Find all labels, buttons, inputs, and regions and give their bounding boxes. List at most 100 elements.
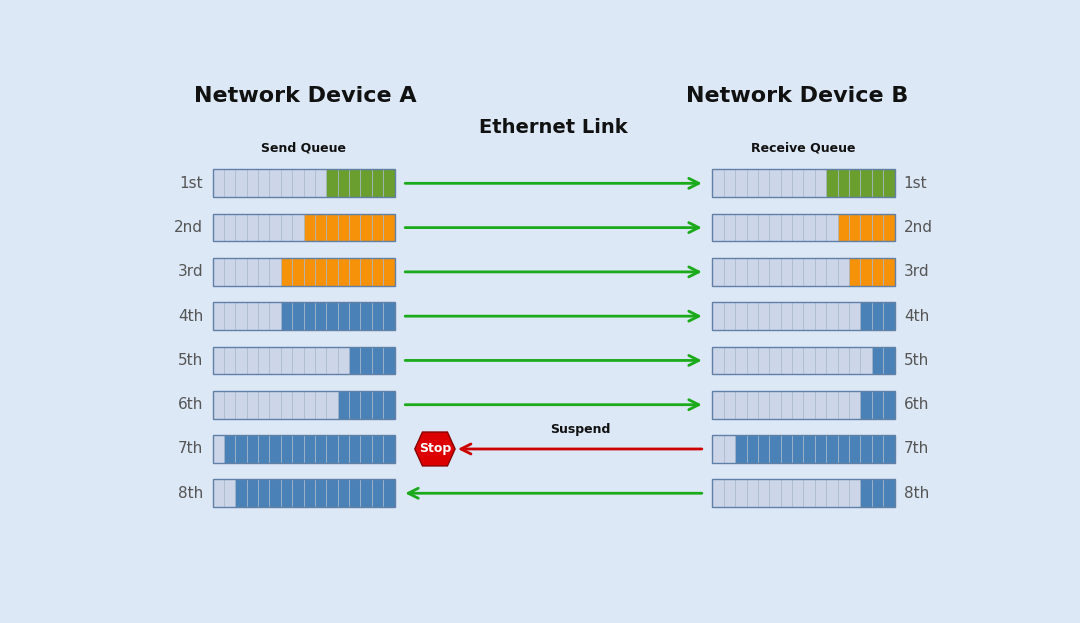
Bar (213, 479, 394, 507)
Bar (224, 346, 235, 374)
Bar (713, 169, 894, 197)
Bar (235, 479, 246, 507)
Bar (804, 479, 814, 507)
Bar (258, 479, 269, 507)
Bar (383, 346, 394, 374)
Bar (826, 391, 838, 419)
Bar (861, 391, 872, 419)
Bar (258, 391, 269, 419)
Bar (713, 479, 724, 507)
Bar (814, 435, 826, 463)
Text: 3rd: 3rd (904, 264, 930, 279)
Bar (326, 435, 338, 463)
Bar (246, 346, 258, 374)
Bar (213, 346, 224, 374)
Bar (269, 346, 281, 374)
Bar (258, 258, 269, 286)
Bar (372, 214, 383, 242)
Bar (372, 391, 383, 419)
Bar (792, 214, 804, 242)
Text: 2nd: 2nd (174, 220, 203, 235)
Bar (758, 169, 769, 197)
Text: 3rd: 3rd (177, 264, 203, 279)
Bar (246, 258, 258, 286)
Bar (361, 435, 372, 463)
Bar (883, 479, 894, 507)
Bar (769, 391, 781, 419)
Bar (713, 214, 894, 242)
Bar (303, 214, 315, 242)
Bar (315, 435, 326, 463)
Bar (861, 214, 872, 242)
Bar (293, 169, 303, 197)
Bar (735, 302, 746, 330)
Bar (814, 258, 826, 286)
Bar (338, 479, 349, 507)
Bar (713, 346, 894, 374)
Bar (804, 302, 814, 330)
Bar (746, 169, 758, 197)
Bar (213, 169, 224, 197)
Bar (814, 214, 826, 242)
Bar (758, 479, 769, 507)
Bar (383, 258, 394, 286)
Bar (293, 391, 303, 419)
Bar (713, 302, 724, 330)
Bar (383, 169, 394, 197)
Bar (735, 214, 746, 242)
Bar (326, 169, 338, 197)
Bar (724, 258, 735, 286)
Bar (724, 302, 735, 330)
Bar (224, 214, 235, 242)
Bar (315, 302, 326, 330)
Bar (861, 479, 872, 507)
Bar (781, 169, 792, 197)
Bar (293, 479, 303, 507)
Text: Ethernet Link: Ethernet Link (480, 118, 627, 136)
Bar (804, 391, 814, 419)
Bar (883, 391, 894, 419)
Bar (224, 169, 235, 197)
Bar (746, 302, 758, 330)
Bar (792, 435, 804, 463)
Bar (849, 346, 861, 374)
Bar (372, 346, 383, 374)
Bar (883, 169, 894, 197)
Bar (746, 435, 758, 463)
Bar (724, 346, 735, 374)
Polygon shape (415, 432, 455, 466)
Bar (781, 435, 792, 463)
Bar (213, 479, 224, 507)
Bar (804, 346, 814, 374)
Bar (293, 214, 303, 242)
Bar (713, 435, 894, 463)
Text: 1st: 1st (904, 176, 928, 191)
Bar (213, 258, 394, 286)
Bar (826, 258, 838, 286)
Bar (338, 169, 349, 197)
Bar (814, 346, 826, 374)
Bar (213, 169, 394, 197)
Bar (804, 214, 814, 242)
Bar (315, 258, 326, 286)
Bar (826, 435, 838, 463)
Bar (758, 302, 769, 330)
Text: Send Queue: Send Queue (261, 141, 346, 155)
Bar (361, 214, 372, 242)
Bar (303, 346, 315, 374)
Bar (293, 258, 303, 286)
Bar (746, 258, 758, 286)
Bar (814, 302, 826, 330)
Bar (349, 302, 361, 330)
Bar (213, 435, 224, 463)
Bar (269, 302, 281, 330)
Bar (746, 391, 758, 419)
Bar (383, 479, 394, 507)
Bar (361, 258, 372, 286)
Bar (735, 258, 746, 286)
Bar (293, 435, 303, 463)
Bar (838, 302, 849, 330)
Bar (213, 346, 394, 374)
Bar (235, 391, 246, 419)
Bar (814, 169, 826, 197)
